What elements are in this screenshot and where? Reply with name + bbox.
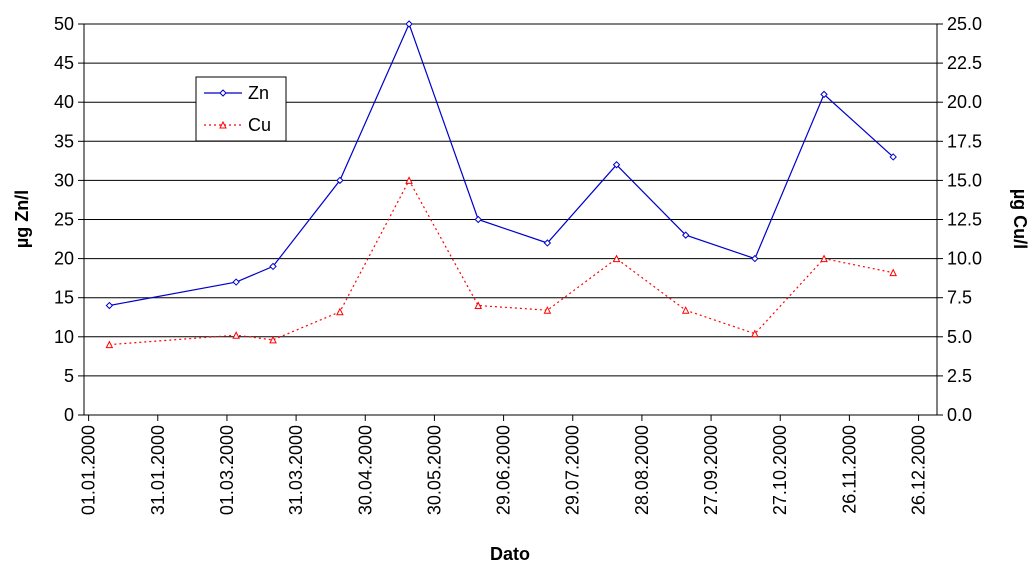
left-y-tick-label: 20 xyxy=(54,249,74,269)
data-point-zn xyxy=(889,153,897,161)
data-point-zn xyxy=(269,262,277,271)
left-y-tick-label: 15 xyxy=(54,288,74,308)
left-y-tick-label: 45 xyxy=(54,53,74,73)
left-y-tick-label: 40 xyxy=(54,92,74,112)
data-point-cu xyxy=(751,329,759,338)
x-tick-label: 31.01.2000 xyxy=(148,425,168,515)
data-point-cu xyxy=(543,306,552,314)
legend-label-cu: Cu xyxy=(248,115,271,135)
x-tick-label: 26.12.2000 xyxy=(909,425,929,515)
x-tick-label: 30.05.2000 xyxy=(424,425,444,515)
data-point-zn xyxy=(336,176,344,185)
x-tick-label: 28.08.2000 xyxy=(632,425,652,515)
right-y-tick-label: 0.0 xyxy=(947,405,972,425)
data-point-cu xyxy=(681,306,690,314)
legend-label-zn: Zn xyxy=(248,83,269,103)
data-point-zn xyxy=(751,254,759,263)
legend-marker-zn xyxy=(219,89,227,97)
x-tick-label: 30.04.2000 xyxy=(355,425,375,515)
legend: Zn Cu xyxy=(195,76,287,142)
data-point-zn xyxy=(682,231,690,239)
x-tick-label: 01.03.2000 xyxy=(217,425,237,515)
x-tick-label: 26.11.2000 xyxy=(839,425,859,514)
axes: 0 5 10 15 20 25 30 35 40 45 50 0.0 2.5 5.0 7.5 10.0 12.5… xyxy=(54,14,982,515)
series-cu xyxy=(105,176,898,349)
left-y-axis-title: µg Zn/l xyxy=(12,190,32,248)
x-axis-title: Dato xyxy=(490,544,530,564)
right-y-tick-label: 17.5 xyxy=(947,131,982,151)
right-y-tick-label: 25.0 xyxy=(947,14,982,34)
right-y-axis-title: µg Cu/l xyxy=(1010,189,1028,249)
right-y-tick-label: 10.0 xyxy=(947,249,982,269)
data-point-zn xyxy=(232,278,240,286)
data-point-cu xyxy=(336,307,344,316)
left-y-tick-label: 35 xyxy=(54,131,74,151)
left-y-tick-label: 25 xyxy=(54,210,74,230)
right-y-tick-label: 7.5 xyxy=(947,288,972,308)
series-line-zn xyxy=(109,22,894,307)
data-point-zn xyxy=(474,215,482,224)
data-point-cu xyxy=(105,340,114,349)
left-y-tick-label: 30 xyxy=(54,170,74,190)
x-tick-label: 27.10.2000 xyxy=(770,425,790,515)
left-y-tick-label: 50 xyxy=(54,14,74,34)
data-point-zn xyxy=(405,20,413,28)
legend-box xyxy=(195,76,287,142)
data-point-cu xyxy=(889,268,898,277)
data-point-cu xyxy=(269,335,277,344)
data-point-zn xyxy=(105,301,114,310)
left-y-tick-label: 0 xyxy=(64,405,74,425)
right-y-tick-label: 20.0 xyxy=(947,92,982,112)
series-line-cu xyxy=(109,179,894,346)
legend-marker-cu xyxy=(219,120,227,129)
data-point-cu xyxy=(232,331,240,339)
data-point-cu xyxy=(405,176,413,184)
x-tick-label: 29.06.2000 xyxy=(494,425,514,515)
data-point-cu xyxy=(820,254,828,263)
x-tick-label: 27.09.2000 xyxy=(701,425,721,515)
right-y-tick-label: 12.5 xyxy=(947,210,982,230)
data-point-cu xyxy=(612,254,621,263)
data-point-zn xyxy=(820,90,828,99)
left-y-tick-label: 10 xyxy=(54,327,74,347)
right-y-tick-label: 22.5 xyxy=(947,53,982,73)
series-zn xyxy=(105,20,897,310)
series xyxy=(105,20,898,349)
data-point-zn xyxy=(612,161,621,169)
right-y-tick-label: 5.0 xyxy=(947,327,972,347)
data-point-zn xyxy=(543,239,552,247)
left-y-tick-label: 5 xyxy=(64,366,74,386)
data-point-cu xyxy=(474,301,483,310)
x-tick-label: 31.03.2000 xyxy=(286,425,306,515)
right-y-tick-label: 15.0 xyxy=(947,170,982,190)
right-y-tick-label: 2.5 xyxy=(947,366,972,386)
x-tick-label: 29.07.2000 xyxy=(563,425,583,515)
x-tick-label: 01.01.2000 xyxy=(79,425,99,515)
